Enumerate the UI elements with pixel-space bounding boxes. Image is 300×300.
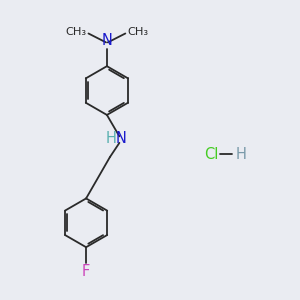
Text: N: N <box>116 130 126 146</box>
Text: CH₃: CH₃ <box>127 27 148 37</box>
Text: H: H <box>236 147 247 162</box>
Text: Cl: Cl <box>204 147 218 162</box>
Text: N: N <box>101 33 112 48</box>
Text: F: F <box>82 264 90 279</box>
Text: CH₃: CH₃ <box>66 27 87 37</box>
Text: H: H <box>106 130 116 146</box>
